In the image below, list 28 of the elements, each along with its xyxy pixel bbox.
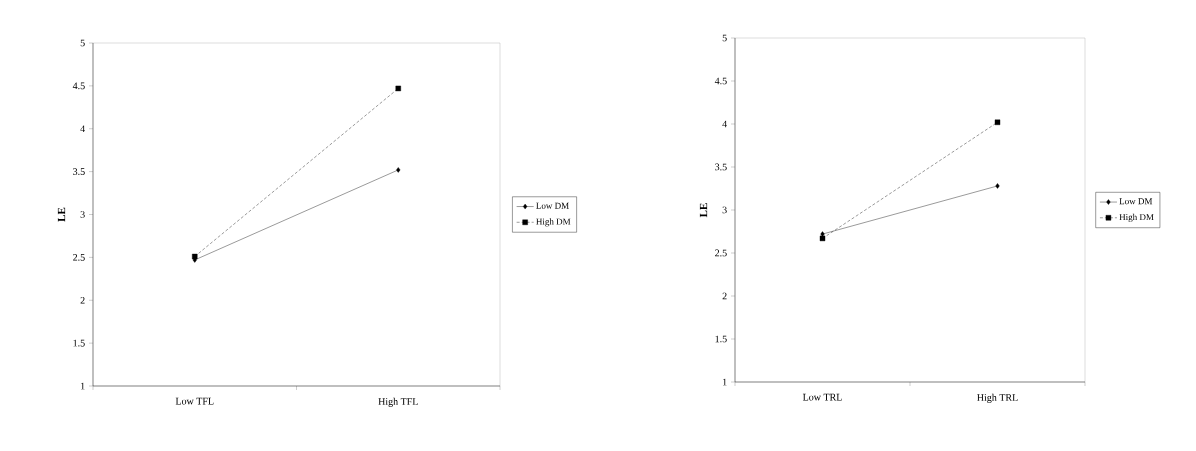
x-tick-label: Low TFL [175, 397, 214, 405]
x-tick-label: Low TRL [802, 393, 842, 401]
y-tick-label: 3.5 [73, 168, 85, 176]
y-tick-label: 2.5 [73, 254, 85, 261]
y-axis-title: LE [699, 203, 708, 218]
x-tick-label: High TRL [977, 393, 1018, 403]
y-tick-label: 4 [722, 120, 727, 128]
legend-label: High DM [1119, 213, 1154, 223]
y-tick-label: 3.5 [715, 163, 727, 171]
y-tick-label: 2 [80, 296, 85, 304]
y-tick-label: 4.5 [714, 77, 727, 85]
y-tick-label: 4 [80, 125, 85, 133]
y-tick-label: 3 [80, 211, 85, 218]
legend-label: High DM [536, 218, 571, 227]
y-tick-label: 1.5 [715, 335, 727, 343]
y-tick-label: 3 [722, 206, 727, 214]
x-tick-label: High TFL [378, 397, 418, 407]
y-tick-label: 1 [81, 382, 85, 390]
y-tick-label: 2 [722, 292, 727, 300]
y-tick-label: 1 [723, 378, 727, 386]
y-tick-label: 5 [722, 34, 727, 42]
legend-label: Low DM [1119, 198, 1153, 205]
y-tick-label: 2.5 [715, 249, 727, 257]
y-tick-label: 5 [80, 39, 85, 47]
legend-label: Low DM [536, 202, 569, 209]
y-axis-title: LE [57, 207, 66, 222]
y-tick-label: 4.5 [72, 82, 85, 90]
y-tick-label: 1.5 [73, 339, 85, 347]
